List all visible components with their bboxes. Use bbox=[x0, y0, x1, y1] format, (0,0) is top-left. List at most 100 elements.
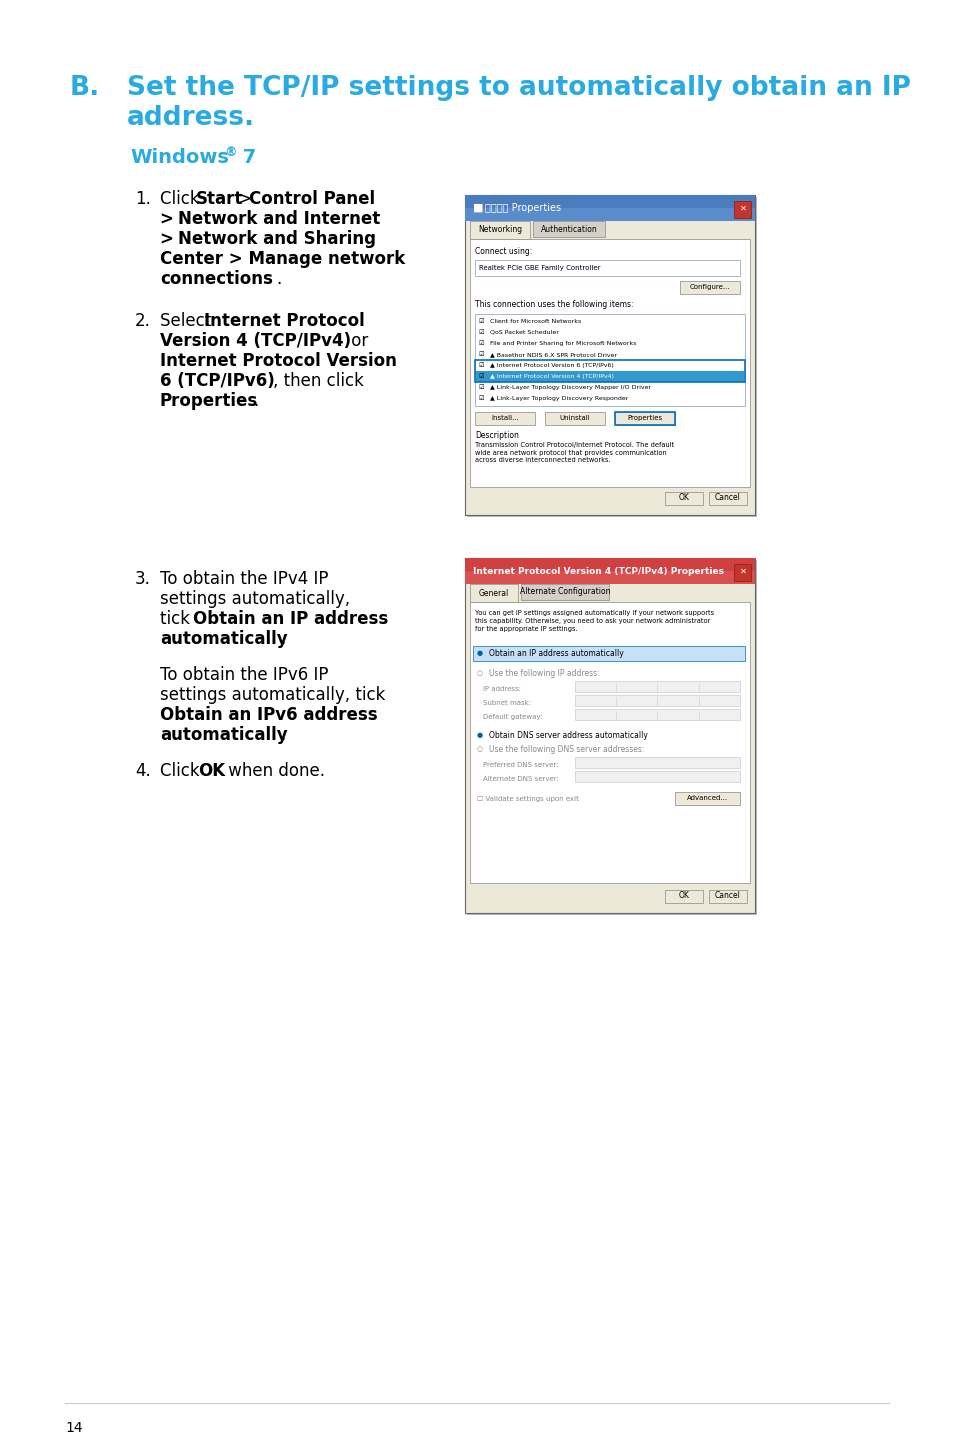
Bar bbox=[476, 371, 743, 383]
Text: Alternate DNS server:: Alternate DNS server: bbox=[482, 777, 558, 782]
Text: Default gateway:: Default gateway: bbox=[482, 715, 542, 720]
Text: IP address:: IP address: bbox=[482, 686, 520, 692]
Text: Authentication: Authentication bbox=[540, 224, 597, 233]
Bar bbox=[475, 260, 740, 276]
Text: Advanced...: Advanced... bbox=[687, 795, 728, 801]
Text: 4.: 4. bbox=[135, 762, 151, 779]
Text: Transmission Control Protocol/Internet Protocol. The default
wide area network p: Transmission Control Protocol/Internet P… bbox=[475, 441, 674, 463]
Text: ☑: ☑ bbox=[477, 374, 483, 380]
Text: Click: Click bbox=[160, 190, 205, 209]
Text: Client for Microsoft Networks: Client for Microsoft Networks bbox=[490, 319, 580, 324]
Text: OK: OK bbox=[198, 762, 225, 779]
Bar bbox=[733, 201, 750, 219]
Text: Version 4 (TCP/IPv4): Version 4 (TCP/IPv4) bbox=[160, 332, 351, 349]
Bar bbox=[467, 559, 757, 915]
Text: 2.: 2. bbox=[135, 312, 151, 329]
Text: 區域連線 Properties: 區域連線 Properties bbox=[484, 203, 560, 213]
Text: 3.: 3. bbox=[135, 569, 151, 588]
Text: automatically: automatically bbox=[160, 726, 287, 743]
Bar bbox=[679, 280, 740, 293]
Text: .: . bbox=[253, 393, 258, 410]
Bar bbox=[533, 221, 604, 237]
Bar bbox=[708, 492, 746, 505]
Bar bbox=[470, 221, 530, 239]
Text: Configure...: Configure... bbox=[689, 283, 730, 290]
Text: tick: tick bbox=[160, 610, 195, 628]
Bar bbox=[464, 571, 754, 584]
Bar bbox=[615, 413, 675, 426]
Bar bbox=[664, 890, 702, 903]
Text: You can get IP settings assigned automatically if your network supports
this cap: You can get IP settings assigned automat… bbox=[475, 610, 714, 631]
Bar bbox=[575, 756, 740, 768]
Text: >: > bbox=[233, 190, 257, 209]
Text: ▲ Link-Layer Topology Discovery Mapper I/O Driver: ▲ Link-Layer Topology Discovery Mapper I… bbox=[490, 385, 651, 390]
Bar bbox=[470, 603, 749, 883]
Text: Obtain an IPv6 address: Obtain an IPv6 address bbox=[160, 706, 377, 723]
Text: 6 (TCP/IPv6): 6 (TCP/IPv6) bbox=[160, 372, 274, 390]
Text: ▲ Internet Protocol Version 6 (TCP/IPv6): ▲ Internet Protocol Version 6 (TCP/IPv6) bbox=[490, 362, 613, 368]
Text: Internet Protocol Version 4 (TCP/IPv4) Properties: Internet Protocol Version 4 (TCP/IPv4) P… bbox=[473, 567, 723, 575]
Bar bbox=[575, 682, 740, 692]
Text: Windows: Windows bbox=[130, 148, 229, 167]
Text: Obtain an IP address automatically: Obtain an IP address automatically bbox=[489, 649, 623, 659]
Bar bbox=[464, 558, 754, 913]
Text: connections: connections bbox=[160, 270, 273, 288]
Text: ☑: ☑ bbox=[477, 341, 483, 347]
Text: ☑: ☑ bbox=[477, 362, 483, 368]
Text: Preferred DNS server:: Preferred DNS server: bbox=[482, 762, 558, 768]
Text: Start: Start bbox=[195, 190, 243, 209]
Text: Uninstall: Uninstall bbox=[559, 416, 590, 421]
Text: Set the TCP/IP settings to automatically obtain an IP: Set the TCP/IP settings to automatically… bbox=[127, 75, 910, 101]
Text: To obtain the IPv6 IP: To obtain the IPv6 IP bbox=[160, 666, 328, 684]
Bar bbox=[708, 890, 746, 903]
Text: Control Panel: Control Panel bbox=[249, 190, 375, 209]
Text: ▲ Link-Layer Topology Discovery Responder: ▲ Link-Layer Topology Discovery Responde… bbox=[490, 395, 628, 401]
Bar bbox=[473, 646, 744, 661]
Text: ●: ● bbox=[476, 650, 482, 657]
Bar bbox=[544, 413, 604, 426]
Bar bbox=[475, 413, 535, 426]
Text: ○: ○ bbox=[476, 670, 482, 676]
Text: 7: 7 bbox=[235, 148, 256, 167]
Text: Properties: Properties bbox=[627, 416, 662, 421]
Text: Internet Protocol Version: Internet Protocol Version bbox=[160, 352, 396, 370]
Text: Click: Click bbox=[160, 762, 205, 779]
Text: ✕: ✕ bbox=[739, 204, 745, 213]
Text: 14: 14 bbox=[65, 1421, 83, 1435]
Text: B.: B. bbox=[70, 75, 100, 101]
Text: ●: ● bbox=[476, 732, 482, 738]
Text: ▲ Basethor NDIS 6.X SPR Protocol Driver: ▲ Basethor NDIS 6.X SPR Protocol Driver bbox=[490, 352, 617, 357]
Text: .: . bbox=[275, 270, 281, 288]
Text: To obtain the IPv4 IP: To obtain the IPv4 IP bbox=[160, 569, 328, 588]
Text: Select: Select bbox=[160, 312, 216, 329]
Text: ☑: ☑ bbox=[477, 319, 483, 324]
Text: Use the following DNS server addresses:: Use the following DNS server addresses: bbox=[489, 745, 643, 754]
Text: Networking: Networking bbox=[477, 226, 521, 234]
Text: Internet Protocol: Internet Protocol bbox=[204, 312, 364, 329]
Text: ✕: ✕ bbox=[739, 567, 745, 575]
Text: ☑: ☑ bbox=[477, 329, 483, 335]
Text: Network and Sharing: Network and Sharing bbox=[178, 230, 375, 247]
Text: , then click: , then click bbox=[273, 372, 363, 390]
Text: .: . bbox=[280, 630, 285, 649]
Text: Obtain DNS server address automatically: Obtain DNS server address automatically bbox=[489, 731, 647, 739]
Text: General: General bbox=[478, 588, 509, 598]
Text: ▲ Internet Protocol Version 4 (TCP/IPv4): ▲ Internet Protocol Version 4 (TCP/IPv4) bbox=[490, 374, 614, 380]
Bar bbox=[520, 584, 608, 600]
Text: QoS Packet Scheduler: QoS Packet Scheduler bbox=[490, 329, 558, 335]
Text: >: > bbox=[160, 210, 179, 229]
Text: ☐ Validate settings upon exit: ☐ Validate settings upon exit bbox=[476, 797, 578, 802]
Bar bbox=[475, 313, 744, 406]
Bar bbox=[575, 695, 740, 706]
Bar bbox=[464, 196, 754, 221]
Bar bbox=[467, 197, 757, 518]
Text: settings automatically, tick: settings automatically, tick bbox=[160, 686, 385, 705]
Text: Connect using:: Connect using: bbox=[475, 247, 532, 256]
Text: File and Printer Sharing for Microsoft Networks: File and Printer Sharing for Microsoft N… bbox=[490, 341, 636, 347]
Text: ®: ® bbox=[224, 147, 236, 160]
Text: OK: OK bbox=[678, 892, 689, 900]
Bar bbox=[675, 792, 740, 805]
Text: automatically: automatically bbox=[160, 630, 287, 649]
Text: Subnet mask:: Subnet mask: bbox=[482, 700, 531, 706]
Text: .: . bbox=[280, 726, 285, 743]
